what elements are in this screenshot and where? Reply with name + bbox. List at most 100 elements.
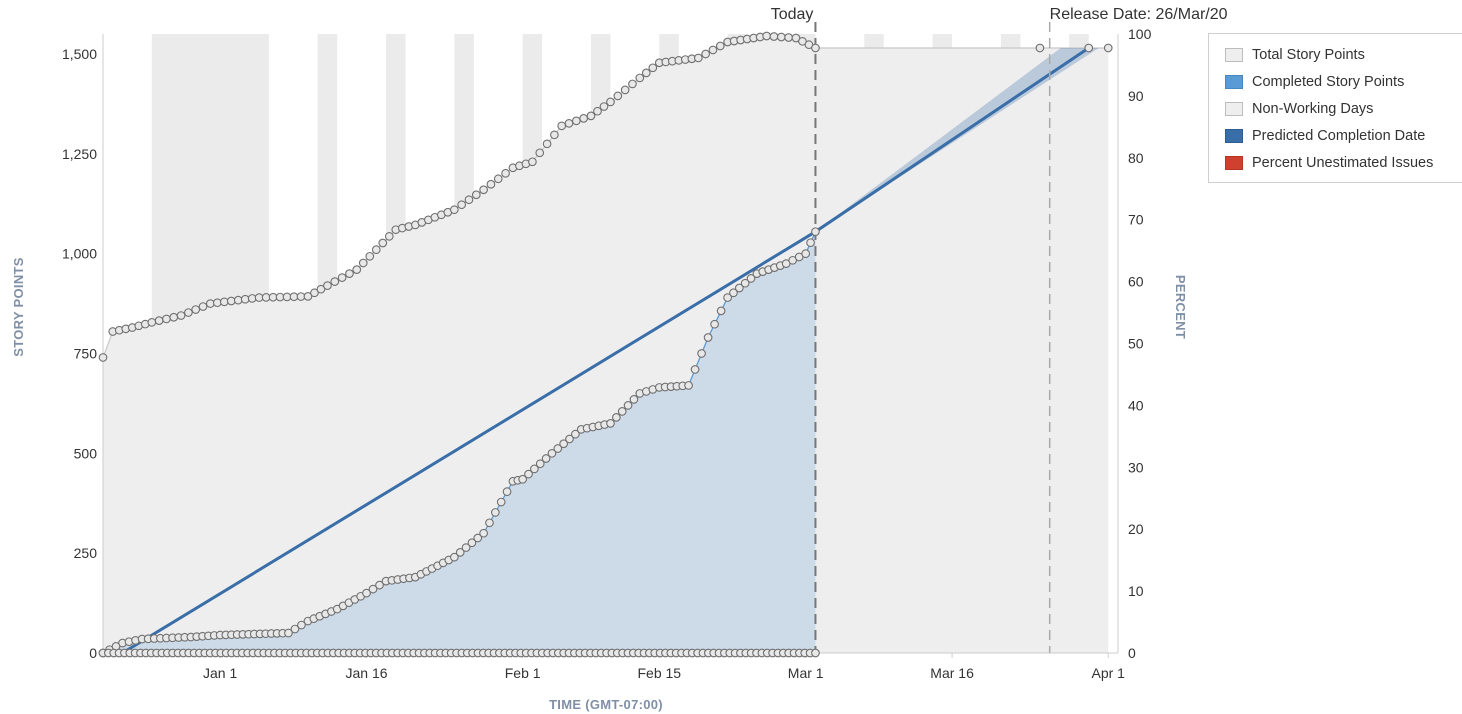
completed-data-point [502,487,512,497]
total-data-point [593,106,602,116]
y2-tick-label: 20 [1128,521,1144,537]
y-axis-title: STORY POINTS [11,257,26,356]
legend-item-non-working-days[interactable]: Non-Working Days [1209,95,1462,122]
y2-axis-title: PERCENT [1173,275,1188,339]
completed-data-point [710,319,719,329]
total-data-point [240,294,250,304]
total-data-point [493,174,503,184]
total-data-point [708,45,718,55]
completed-data-point [530,464,539,474]
legend-swatch-total [1225,47,1243,62]
prediction-confidence-band [815,47,1099,232]
total-data-point [769,32,779,41]
y-tick-label: 1,250 [62,146,97,162]
total-data-point [641,68,651,78]
total-data-point [184,308,193,317]
y2-tick-label: 80 [1128,150,1144,166]
completed-data-point [806,238,815,248]
total-data-point [378,238,388,248]
legend-item-predicted-completion-date[interactable]: Predicted Completion Date [1209,122,1462,149]
total-data-point [147,317,157,327]
total-data-point [701,49,711,59]
completed-data-point [467,538,477,548]
y2-tick-label: 60 [1128,274,1144,290]
total-data-point [206,299,215,308]
completed-data-point [606,419,615,428]
data-points-layer [98,31,1113,658]
total-data-point [811,43,820,53]
release-date-marker-label: Release Date: 26/Mar/20 [1050,6,1228,23]
total-data-point [358,258,368,268]
completed-data-point [612,413,621,422]
x-tick-label: Jan 1 [203,665,237,681]
total-data-point [212,298,222,308]
total-data-point [98,353,108,362]
unestimated-data-point [811,648,820,658]
y2-tick-label: 10 [1128,583,1144,599]
total-data-point [648,63,658,73]
total-data-point [635,73,645,83]
y2-tick-label: 70 [1128,212,1144,228]
completed-data-point [473,533,483,543]
y2-tick-label: 0 [1128,645,1136,661]
total-data-point [776,32,786,42]
total-data-point [345,269,354,278]
y-tick-label: 750 [74,345,98,361]
legend-item-total-story-points[interactable]: Total Story Points [1209,41,1462,68]
completed-data-point [490,508,500,517]
total-data-point [198,302,208,311]
completed-data-point [535,459,545,469]
completed-data-point [541,454,551,463]
y-tick-label: 1,000 [62,246,97,262]
total-data-point [310,288,319,298]
completed-story-points-area [103,231,816,653]
legend-swatch-completed [1225,74,1243,89]
completed-data-point [455,548,465,557]
completed-data-point [571,429,580,439]
total-data-point [247,294,257,303]
x-tick-label: Jan 16 [345,665,387,681]
total-data-point [471,190,481,200]
x-axis-title: TIME (GMT-07:00) [549,697,663,712]
total-data-point [557,121,567,131]
completed-data-point [746,274,756,283]
total-data-point [1084,43,1094,53]
total-data-point [169,312,179,322]
completed-data-point [461,543,471,552]
completed-data-point [734,283,744,293]
total-data-point [628,79,637,89]
completed-data-point [553,444,563,453]
total-data-point [479,185,488,195]
completed-data-point [449,552,459,562]
legend-label: Non-Working Days [1252,100,1374,117]
legend-swatch-non-working [1225,101,1243,116]
total-data-point [486,179,496,189]
legend-swatch-unestimated [1225,155,1243,170]
x-tick-label: Mar 1 [788,665,824,681]
total-data-point [620,85,630,95]
legend-item-completed-story-points[interactable]: Completed Story Points [1209,68,1462,95]
completed-data-point [684,381,693,390]
completed-data-point [690,365,700,374]
total-data-point [693,53,703,63]
y2-tick-label: 100 [1128,26,1152,42]
date-markers-layer: Today Release Date: 26/Mar/20 [771,6,1228,653]
total-data-point [606,97,615,107]
y-tick-label: 1,500 [62,46,97,62]
x-tick-label: Feb 15 [638,665,682,681]
y2-tick-label: 90 [1128,88,1144,104]
completed-data-point [811,227,820,237]
legend-label: Completed Story Points [1252,73,1405,90]
total-data-point [579,114,589,123]
completed-data-point [297,620,306,630]
legend-item-percent-unestimated-issues[interactable]: Percent Unestimated Issues [1209,149,1462,176]
total-data-point [365,251,375,261]
completed-data-point [524,469,533,479]
legend-label: Total Story Points [1252,46,1365,63]
y-tick-label: 500 [74,445,98,461]
y-tick-label: 0 [89,645,97,661]
total-data-point [464,195,474,205]
y2-tick-label: 40 [1128,397,1144,413]
total-data-point [784,33,793,42]
